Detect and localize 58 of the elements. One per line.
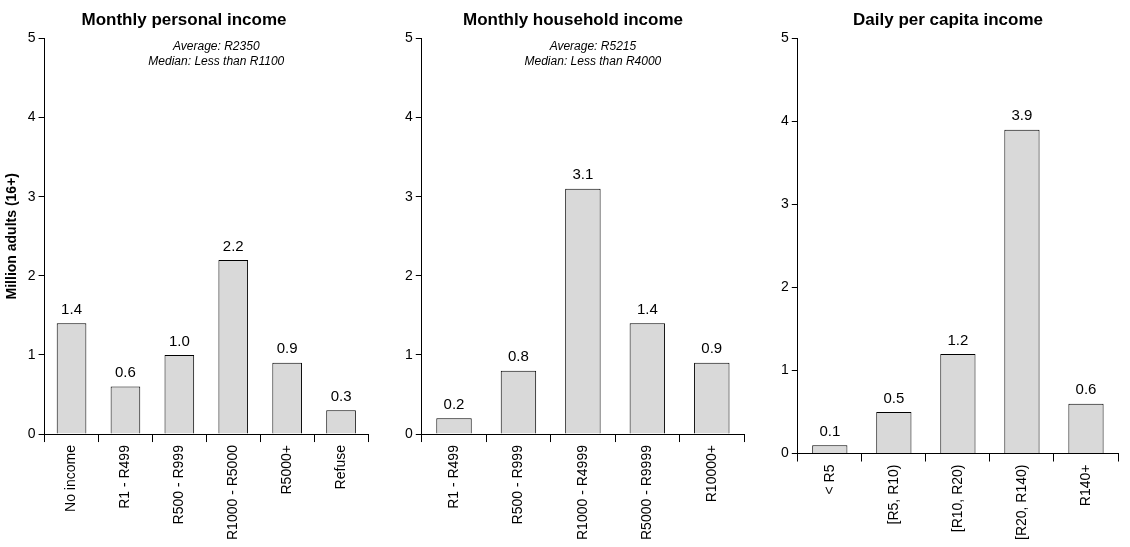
x-tick-label: R500 - R999 xyxy=(509,444,526,525)
x-tick-label: R140+ xyxy=(1076,464,1093,507)
y-tick-label: 3 xyxy=(27,187,36,204)
y-tick-label: 0 xyxy=(404,424,413,441)
x-tick-label: R1 - R499 xyxy=(444,444,461,509)
data-label: 0.2 xyxy=(443,394,465,412)
x-tick-label: R500 - R999 xyxy=(170,444,187,525)
x-tick-label: No income xyxy=(62,444,79,512)
x-tick-label: [R10, R20) xyxy=(948,464,965,533)
chart-title: Monthly household income xyxy=(462,9,684,29)
x-tick-label: Refuse xyxy=(331,444,348,490)
annotation: Median: Less than R1100 xyxy=(148,53,285,68)
y-tick-label: 0 xyxy=(27,424,36,441)
y-tick-label: 5 xyxy=(404,29,413,46)
y-tick-label: 5 xyxy=(27,29,36,46)
y-tick-label: 0 xyxy=(780,444,789,461)
x-tick-label: R5000+ xyxy=(278,445,295,495)
y-tick-label: 4 xyxy=(404,108,413,125)
chart-title: Monthly personal income xyxy=(81,9,287,29)
data-label: 2.2 xyxy=(222,236,244,254)
y-tick-label: 2 xyxy=(780,278,789,295)
y-tick-label: 2 xyxy=(404,266,413,283)
annotation: Average: R5215 xyxy=(548,38,637,53)
data-label: 1.4 xyxy=(636,299,658,317)
x-tick-label: R1000 - R5000 xyxy=(224,444,241,540)
data-label: 0.9 xyxy=(276,339,298,357)
annotation: Median: Less than R4000 xyxy=(524,53,662,68)
x-tick-label: R1000 - R4999 xyxy=(573,444,590,540)
y-axis-title: Million adults (16+) xyxy=(3,173,20,300)
data-label: 0.1 xyxy=(819,421,841,439)
y-tick-label: 2 xyxy=(27,266,36,283)
data-label: 0.5 xyxy=(883,388,905,406)
data-label: 0.9 xyxy=(701,339,723,357)
data-label: 0.6 xyxy=(115,363,136,381)
y-tick-label: 4 xyxy=(27,108,36,125)
data-label: 3.9 xyxy=(1011,106,1033,124)
x-tick-label: R1 - R499 xyxy=(116,444,133,509)
x-tick-label: [R20, R140) xyxy=(1012,464,1029,540)
y-tick-label: 3 xyxy=(404,187,413,204)
data-label: 3.1 xyxy=(572,165,594,183)
data-label: 0.6 xyxy=(1075,380,1097,398)
y-tick-label: 5 xyxy=(780,29,789,46)
data-label: 1.0 xyxy=(168,331,190,349)
y-tick-label: 1 xyxy=(780,361,789,378)
x-tick-label: < R5 xyxy=(820,464,837,495)
y-tick-label: 3 xyxy=(780,195,789,212)
x-tick-label: R10000+ xyxy=(702,445,719,503)
data-label: 0.3 xyxy=(330,386,352,404)
y-tick-label: 4 xyxy=(780,112,789,129)
data-label: 1.4 xyxy=(61,299,82,317)
x-tick-label: [R5, R10) xyxy=(884,464,901,525)
data-label: 1.2 xyxy=(947,330,969,348)
y-tick-label: 1 xyxy=(404,345,413,362)
x-tick-label: R5000 - R9999 xyxy=(638,444,655,540)
y-tick-label: 1 xyxy=(27,345,36,362)
data-label: 0.8 xyxy=(508,347,529,365)
annotation: Average: R2350 xyxy=(172,38,260,53)
chart-title: Daily per capita income xyxy=(853,9,1043,29)
